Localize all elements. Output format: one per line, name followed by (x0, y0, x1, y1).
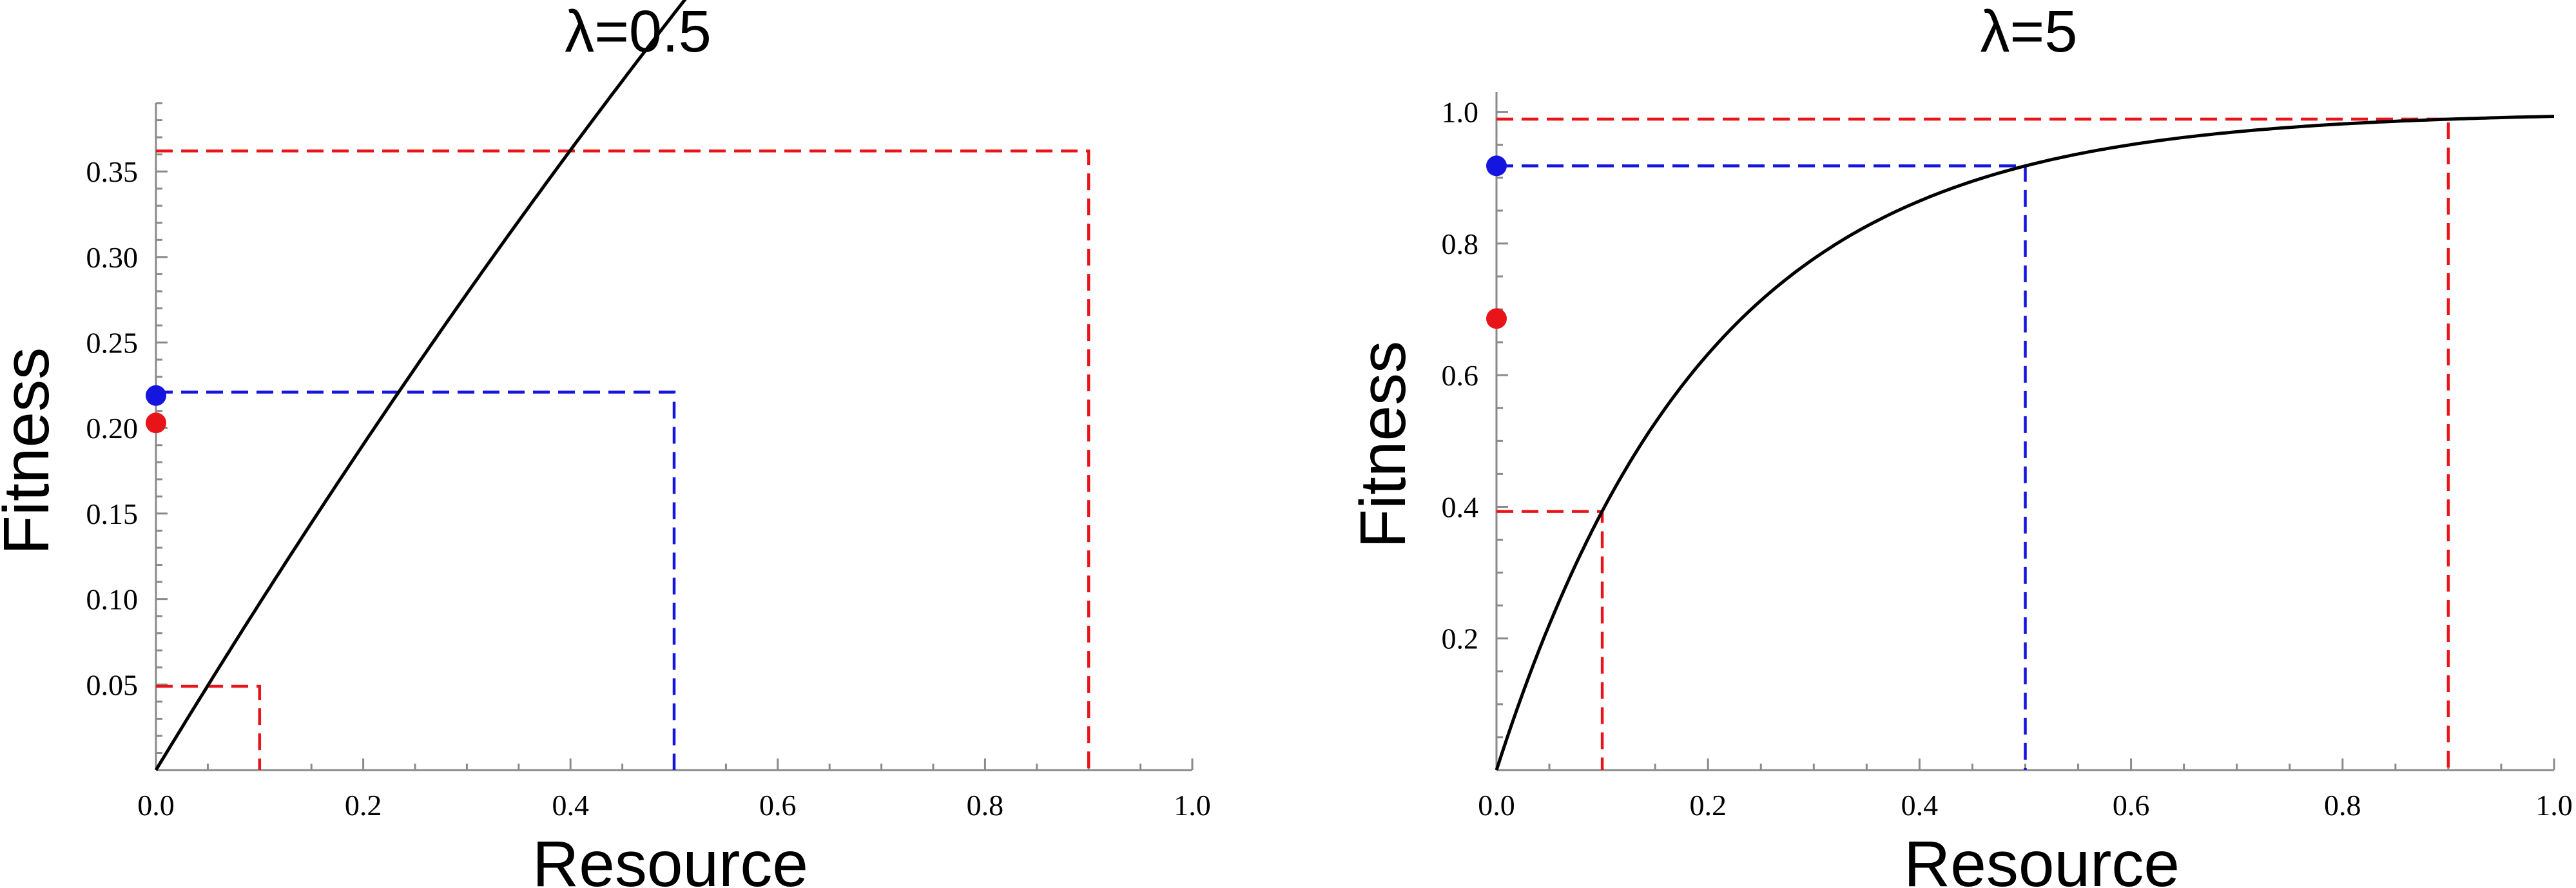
x-tick-label: 0.4 (552, 789, 589, 822)
x-tick-label: 0.0 (137, 789, 175, 822)
x-tick-label: 0.2 (1689, 789, 1727, 822)
y-tick-label: 0.25 (86, 327, 139, 360)
fitness-curve (154, 0, 687, 771)
y-tick-label: 0.6 (1442, 359, 1479, 392)
dashed-guide-line (1496, 510, 1604, 770)
y-tick-label: 0.4 (1442, 490, 1479, 523)
x-tick-label: 0.6 (2113, 789, 2150, 822)
y-tick-label: 0.15 (86, 497, 139, 530)
x-axis-label: Resource (532, 828, 808, 888)
chart-panel-right: 0.0 0.2 0.4 0.6 0.8 1.0 0.2 0.4 0.6 0.8 1.0 λ=5 Reso… (1347, 0, 2573, 888)
y-tick-label: 0.05 (86, 668, 139, 701)
dashed-guide-line (156, 391, 676, 770)
x-tick-label: 1.0 (1174, 789, 1211, 822)
axis-marker-point (1486, 155, 1507, 177)
dashed-guide-line (156, 684, 262, 770)
chart-title: λ=5 (1980, 0, 2078, 64)
x-axis-label: Resource (1904, 828, 2180, 888)
y-tick-label: 0.35 (86, 155, 139, 188)
dashed-guide-line (1496, 164, 2027, 770)
y-tick-label: 0.8 (1442, 227, 1479, 260)
dashed-guide-line (156, 150, 1090, 770)
x-tick-label: 0.0 (1478, 789, 1515, 822)
axis-marker-point (146, 385, 166, 406)
fitness-curve (1495, 115, 2555, 771)
chart-title: λ=0.5 (565, 0, 712, 64)
axis-marker-point (1486, 308, 1507, 329)
y-tick-label: 0.20 (86, 412, 139, 445)
x-tick-label: 0.8 (967, 789, 1004, 822)
y-axis-label: Fitness (0, 347, 63, 555)
axis-marker-point (146, 412, 166, 434)
y-tick-label: 0.30 (86, 241, 139, 274)
x-tick-label: 1.0 (2535, 789, 2573, 822)
x-tick-label: 0.6 (759, 789, 797, 822)
dashed-guide-line (1496, 117, 2450, 770)
chart-panel-left: 0.0 0.2 0.4 0.6 0.8 1.0 0.05 0.10 0.15 0.20 0.25 0.… (0, 0, 1211, 888)
y-axis-label: Fitness (1347, 341, 1419, 548)
x-tick-label: 0.8 (2324, 789, 2361, 822)
y-tick-label: 0.2 (1442, 623, 1479, 655)
x-tick-label: 0.2 (345, 789, 382, 822)
y-tick-label: 1.0 (1442, 96, 1479, 129)
y-tick-label: 0.10 (86, 583, 139, 616)
x-tick-label: 0.4 (1901, 789, 1939, 822)
